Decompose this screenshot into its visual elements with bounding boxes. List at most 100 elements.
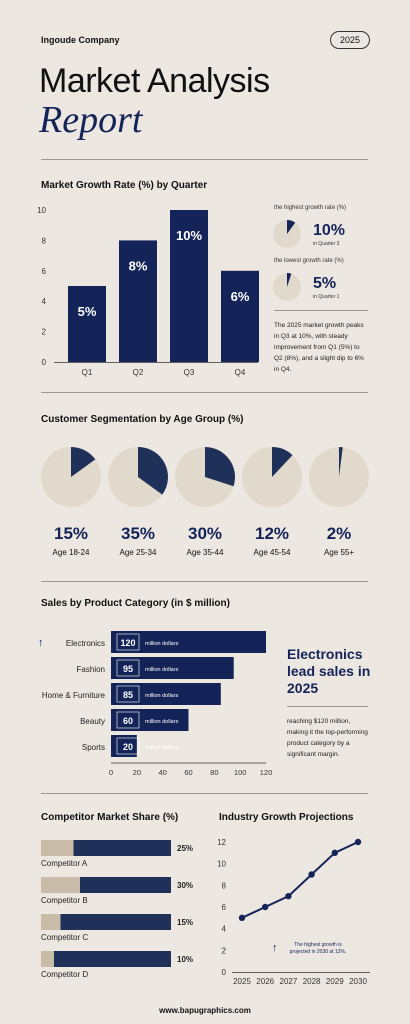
- bar-unit-label: million dollars: [145, 667, 179, 673]
- segment-label: Age 55+: [323, 548, 355, 557]
- y-tick-label: 6: [42, 267, 47, 276]
- report-title-line2: Report: [39, 99, 143, 141]
- bar-value-label: 85: [123, 690, 133, 700]
- x-tick-label: 120: [260, 768, 273, 777]
- x-tick-label: Q1: [82, 368, 93, 377]
- segment-value: 35%: [120, 524, 156, 543]
- competitor-label: Competitor B: [41, 896, 88, 905]
- year-badge: 2025: [330, 31, 370, 49]
- competitor-bar-chart: 25% Competitor A 30% Competitor B 15% Competi…: [41, 840, 193, 979]
- y-tick-label: 6: [222, 903, 227, 912]
- company-name: Ingoude Company: [41, 35, 120, 45]
- category-label: Fashion: [77, 665, 105, 674]
- divider: [41, 159, 368, 160]
- data-point-2027: [285, 892, 292, 900]
- data-point-2025: [238, 914, 246, 922]
- x-tick-label: Q2: [133, 368, 144, 377]
- segmentation-pies: [41, 447, 369, 507]
- x-tick-label: 0: [109, 768, 113, 777]
- y-tick-label: 4: [222, 925, 227, 934]
- share-bar-background: [41, 914, 171, 930]
- category-label: Home & Furniture: [42, 691, 106, 700]
- share-value-label: 25%: [177, 844, 193, 853]
- segment-label: Age 18-24: [52, 548, 90, 557]
- lowest-value: 5%: [313, 275, 337, 292]
- competitor-label: Competitor A: [41, 859, 88, 868]
- data-point-2026: [262, 903, 269, 911]
- projection-chart-title: Industry Growth Projections: [219, 812, 354, 823]
- value-box: [116, 685, 140, 703]
- x-tick-label: 2028: [303, 977, 321, 986]
- y-tick-label: 10: [37, 206, 46, 215]
- bar-unit-label: million dollars: [145, 719, 179, 725]
- x-tick-label: Q3: [184, 368, 195, 377]
- y-tick-label: 2: [42, 328, 47, 337]
- segment-value: 12%: [254, 524, 290, 543]
- category-label: Sports: [82, 743, 105, 752]
- x-tick-label: 2026: [256, 977, 274, 986]
- lowest-sub: in Quarter 1: [313, 294, 340, 300]
- projection-note: The highest growth is projected in 2030 …: [289, 942, 347, 955]
- segment-label: Age 25-34: [119, 548, 157, 557]
- value-box: [116, 737, 140, 755]
- bar-q2: [119, 240, 157, 362]
- share-value-label: 30%: [177, 881, 193, 890]
- x-tick-label: 20: [133, 768, 141, 777]
- report-title-line1: Market Analysis: [39, 62, 270, 100]
- category-label: Beauty: [80, 717, 105, 726]
- competitor-label: Competitor D: [41, 970, 88, 979]
- value-box: [116, 711, 140, 729]
- x-tick-label: 40: [158, 768, 166, 777]
- highest-sub: in Quarter 3: [313, 241, 340, 247]
- competitor-label: Competitor C: [41, 933, 88, 942]
- bar-unit-label: million dollars: [145, 693, 179, 699]
- bar-value-label: 60: [123, 716, 133, 726]
- pie-slice-4: [339, 447, 343, 477]
- footer-url: www.bapugraphics.com: [159, 1006, 251, 1015]
- bar-q3: [170, 210, 208, 362]
- data-point-2028: [308, 871, 315, 878]
- divider: [41, 793, 368, 794]
- lowest-caption: the lowest growth rate (%): [274, 258, 344, 264]
- sales-bar-2: [111, 683, 221, 705]
- segment-value: 2%: [326, 524, 352, 543]
- competitor-chart-title: Competitor Market Share (%): [41, 812, 179, 823]
- sales-bar-0: [111, 631, 266, 653]
- share-bar-fill-2: [41, 914, 61, 930]
- y-tick-label: 0: [42, 358, 47, 367]
- sales-chart-title: Sales by Product Category (in $ million): [41, 598, 230, 609]
- bar-q1: [68, 286, 106, 362]
- sales-bar-chart: 120 million dollars Electronics 95 million d…: [38, 631, 273, 777]
- pie-slice-2: [205, 447, 235, 487]
- bar-value-label: 120: [120, 638, 135, 648]
- segment-value: 30%: [187, 524, 223, 543]
- segment-label: Age 35-44: [186, 548, 224, 557]
- x-tick-label: 2030: [349, 977, 367, 986]
- share-bar-fill-3: [41, 951, 54, 967]
- share-value-label: 10%: [177, 955, 193, 964]
- value-box: [116, 633, 140, 651]
- segment-value: 15%: [53, 524, 89, 543]
- arrow-up-icon: ↑: [272, 942, 278, 954]
- category-label: Electronics: [66, 639, 105, 648]
- x-tick-label: Q4: [235, 368, 246, 377]
- y-tick-label: 12: [218, 838, 227, 847]
- y-tick-label: 8: [222, 881, 227, 890]
- share-bar-fill-0: [41, 840, 74, 856]
- arrow-up-icon: ↑: [38, 637, 44, 649]
- share-bar-fill-1: [41, 877, 80, 893]
- projection-line-chart: 0 2 4 6 8 10 12 2025 2026 2027 2028 2029 2030: [218, 838, 370, 986]
- x-tick-label: 2025: [233, 977, 251, 986]
- y-tick-label: 2: [222, 946, 227, 955]
- x-tick-label: 2029: [326, 977, 344, 986]
- share-value-label: 15%: [177, 918, 193, 927]
- sales-headline: Electronics lead sales in 2025: [287, 646, 371, 696]
- bar-value-label: 8%: [129, 258, 148, 273]
- x-tick-label: 2027: [280, 977, 298, 986]
- growth-chart-title: Market Growth Rate (%) by Quarter: [41, 180, 208, 191]
- mini-divider: [274, 310, 368, 311]
- y-tick-label: 0: [222, 968, 227, 977]
- data-point-2029: [331, 849, 338, 857]
- bar-value-label: 95: [123, 664, 133, 674]
- divider: [41, 581, 368, 582]
